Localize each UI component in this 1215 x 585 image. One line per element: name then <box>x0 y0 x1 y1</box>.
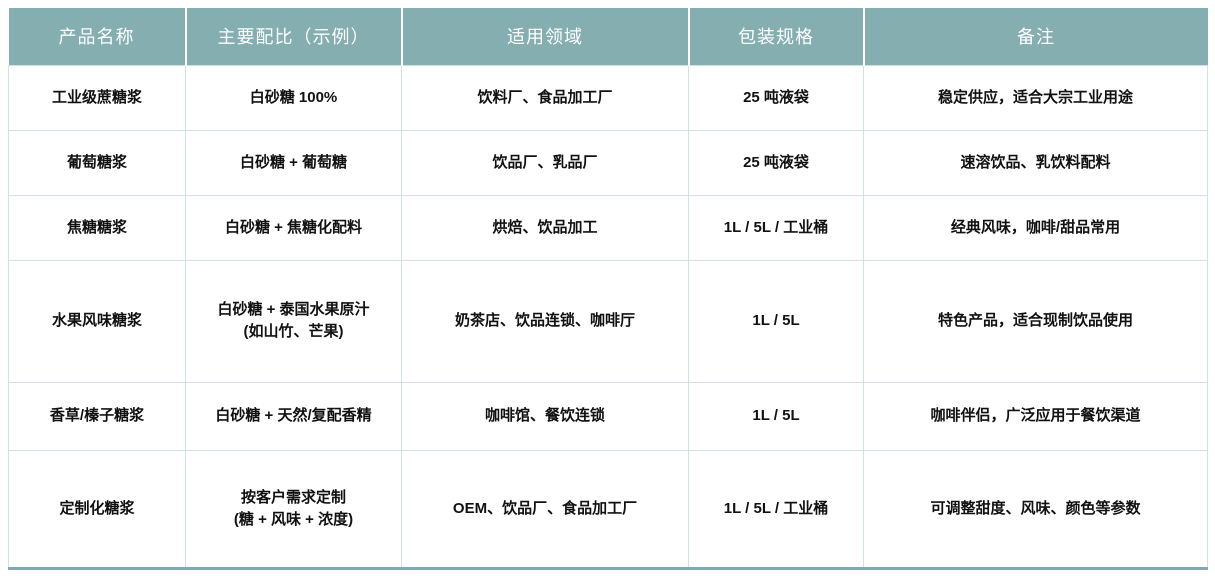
cell-packaging: 1L / 5L / 工业桶 <box>688 194 864 261</box>
cell-product-name: 水果风味糖浆 <box>8 259 186 383</box>
cell-packaging: 25 吨液袋 <box>688 64 864 131</box>
table-row: 水果风味糖浆 白砂糖 + 泰国水果原汁 (如山竹、芒果) 奶茶店、饮品连锁、咖啡… <box>8 259 1208 383</box>
cell-packaging: 25 吨液袋 <box>688 129 864 196</box>
cell-main-ratio: 白砂糖 + 焦糖化配料 <box>185 194 402 261</box>
table-body: 工业级蔗糖浆 白砂糖 100% 饮料厂、食品加工厂 25 吨液袋 稳定供应，适合… <box>8 64 1208 569</box>
table-row: 工业级蔗糖浆 白砂糖 100% 饮料厂、食品加工厂 25 吨液袋 稳定供应，适合… <box>8 64 1208 131</box>
cell-product-name: 工业级蔗糖浆 <box>8 64 186 131</box>
cell-packaging: 1L / 5L <box>688 381 864 451</box>
table-row: 定制化糖浆 按客户需求定制 (糖 + 风味 + 浓度) OEM、饮品厂、食品加工… <box>8 449 1208 569</box>
cell-applications: OEM、饮品厂、食品加工厂 <box>401 449 689 569</box>
table-header: 产品名称 主要配比（示例） 适用领域 包装规格 备注 <box>8 8 1208 65</box>
cell-applications: 烘焙、饮品加工 <box>401 194 689 261</box>
table-row: 焦糖糖浆 白砂糖 + 焦糖化配料 烘焙、饮品加工 1L / 5L / 工业桶 经… <box>8 194 1208 261</box>
cell-main-ratio: 白砂糖 + 泰国水果原汁 (如山竹、芒果) <box>185 259 402 383</box>
cell-main-ratio: 按客户需求定制 (糖 + 风味 + 浓度) <box>185 449 402 569</box>
cell-remarks: 速溶饮品、乳饮料配料 <box>863 129 1208 196</box>
product-spec-table: 产品名称 主要配比（示例） 适用领域 包装规格 备注 工业级蔗糖浆 白砂糖 10… <box>8 8 1208 570</box>
table-row: 香草/榛子糖浆 白砂糖 + 天然/复配香精 咖啡馆、餐饮连锁 1L / 5L 咖… <box>8 381 1208 451</box>
cell-remarks: 稳定供应，适合大宗工业用途 <box>863 64 1208 131</box>
header-row: 产品名称 主要配比（示例） 适用领域 包装规格 备注 <box>8 8 1208 65</box>
cell-main-ratio: 白砂糖 + 葡萄糖 <box>185 129 402 196</box>
cell-product-name: 香草/榛子糖浆 <box>8 381 186 451</box>
cell-applications: 饮品厂、乳品厂 <box>401 129 689 196</box>
column-header-applications: 适用领域 <box>401 8 690 65</box>
cell-product-name: 焦糖糖浆 <box>8 194 186 261</box>
cell-remarks: 咖啡伴侣，广泛应用于餐饮渠道 <box>863 381 1208 451</box>
cell-applications: 饮料厂、食品加工厂 <box>401 64 689 131</box>
cell-remarks: 经典风味，咖啡/甜品常用 <box>863 194 1208 261</box>
cell-main-ratio: 白砂糖 100% <box>185 64 402 131</box>
product-spec-table-wrap: 产品名称 主要配比（示例） 适用领域 包装规格 备注 工业级蔗糖浆 白砂糖 10… <box>8 8 1208 570</box>
column-header-product-name: 产品名称 <box>8 8 187 65</box>
cell-main-ratio: 白砂糖 + 天然/复配香精 <box>185 381 402 451</box>
cell-product-name: 葡萄糖浆 <box>8 129 186 196</box>
table-row: 葡萄糖浆 白砂糖 + 葡萄糖 饮品厂、乳品厂 25 吨液袋 速溶饮品、乳饮料配料 <box>8 129 1208 196</box>
cell-remarks: 可调整甜度、风味、颜色等参数 <box>863 449 1208 569</box>
cell-applications: 咖啡馆、餐饮连锁 <box>401 381 689 451</box>
cell-packaging: 1L / 5L <box>688 259 864 383</box>
column-header-remarks: 备注 <box>863 8 1208 65</box>
cell-applications: 奶茶店、饮品连锁、咖啡厅 <box>401 259 689 383</box>
cell-product-name: 定制化糖浆 <box>8 449 186 569</box>
cell-packaging: 1L / 5L / 工业桶 <box>688 449 864 569</box>
cell-remarks: 特色产品，适合现制饮品使用 <box>863 259 1208 383</box>
column-header-main-ratio: 主要配比（示例） <box>185 8 403 65</box>
column-header-packaging: 包装规格 <box>688 8 865 65</box>
